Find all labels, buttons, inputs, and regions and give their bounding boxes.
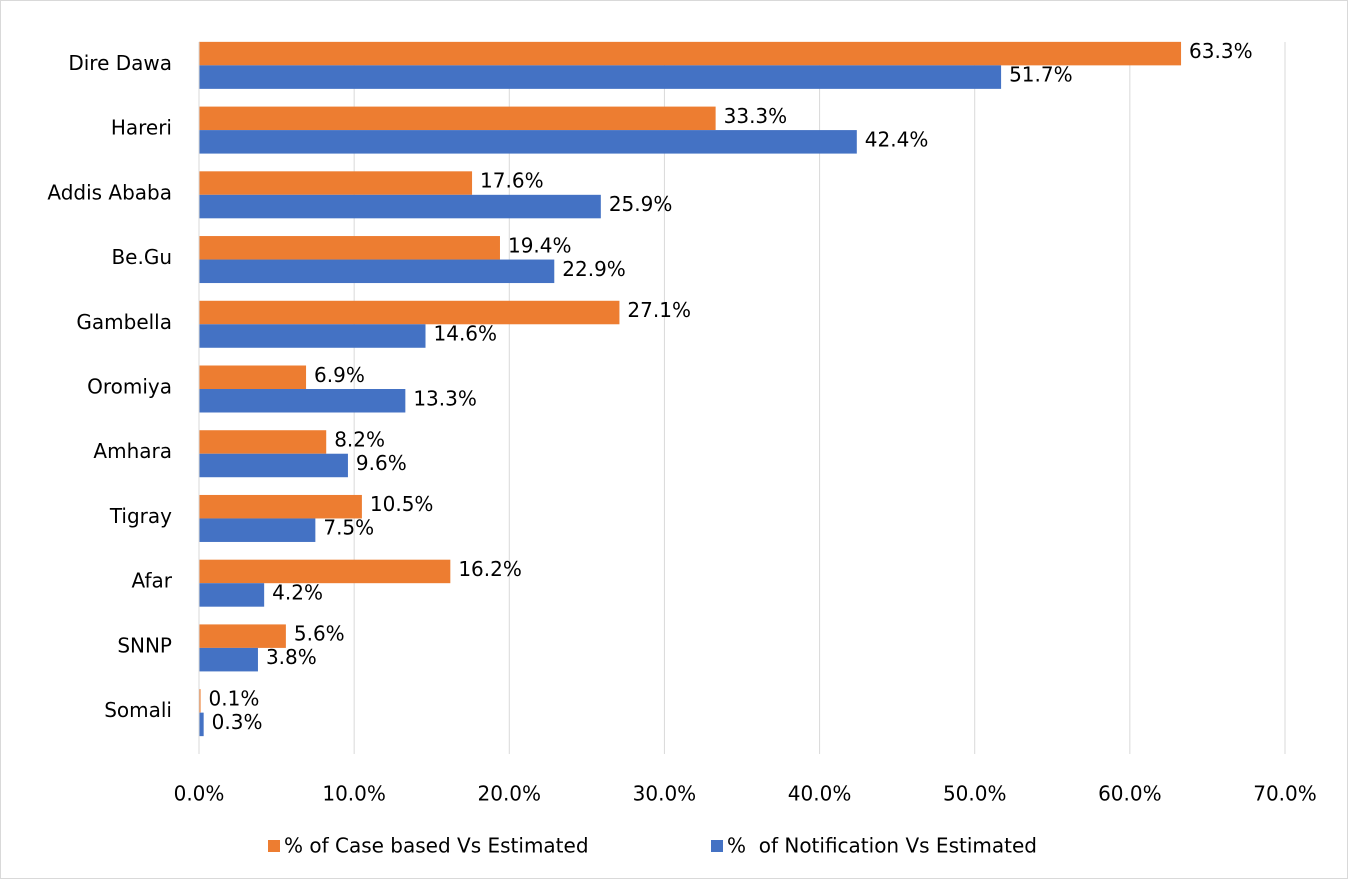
x-tick-label: 30.0%	[633, 782, 697, 806]
data-label: 5.6%	[294, 622, 345, 646]
legend-label: % of Case based Vs Estimated	[284, 834, 589, 858]
bar	[199, 300, 620, 325]
data-label: 10.5%	[370, 492, 434, 516]
x-tick-label: 0.0%	[174, 782, 225, 806]
x-tick-label: 20.0%	[478, 782, 542, 806]
data-label: 6.9%	[314, 363, 365, 387]
bar	[199, 259, 555, 284]
data-label: 33.3%	[724, 104, 788, 128]
data-label: 9.6%	[356, 451, 407, 475]
data-label: 8.2%	[334, 427, 385, 451]
bar	[199, 389, 406, 413]
data-label: 51.7%	[1009, 63, 1073, 87]
bar	[199, 106, 716, 131]
data-label: 3.8%	[266, 645, 317, 669]
data-label: 19.4%	[508, 233, 572, 257]
x-tick-label: 10.0%	[322, 782, 386, 806]
legend-swatch	[268, 840, 280, 852]
bar	[199, 365, 307, 389]
bar	[199, 65, 1002, 89]
data-label: 17.6%	[480, 169, 544, 193]
bar	[199, 453, 348, 478]
y-tick-label: Tigray	[109, 504, 172, 528]
x-tick-label: 50.0%	[943, 782, 1007, 806]
y-tick-label: Oromiya	[87, 375, 172, 399]
y-tick-label: Gambella	[76, 310, 172, 334]
bar	[199, 41, 1182, 66]
y-tick-label: Dire Dawa	[68, 51, 172, 75]
x-tick-label: 60.0%	[1098, 782, 1162, 806]
data-label: 27.1%	[627, 298, 691, 322]
bar	[199, 236, 500, 260]
data-label: 25.9%	[609, 192, 673, 216]
y-tick-label: Hareri	[111, 116, 172, 140]
y-tick-label: Somali	[104, 698, 172, 722]
bar	[199, 430, 327, 454]
bar	[199, 624, 286, 648]
bar	[199, 689, 201, 713]
bar	[199, 494, 362, 519]
data-label: 63.3%	[1189, 39, 1253, 63]
data-label: 4.2%	[272, 580, 323, 604]
y-tick-label: Addis Ababa	[47, 180, 172, 204]
y-tick-label: SNNP	[117, 633, 172, 657]
y-tick-label: Afar	[132, 569, 173, 593]
bar	[199, 324, 426, 348]
y-tick-label: Be.Gu	[111, 245, 172, 269]
data-label: 22.9%	[562, 257, 626, 281]
data-label: 0.1%	[209, 686, 260, 710]
data-label: 7.5%	[323, 516, 374, 540]
data-label: 42.4%	[865, 127, 929, 151]
bar	[199, 130, 857, 154]
x-tick-label: 70.0%	[1253, 782, 1317, 806]
bar	[199, 559, 451, 584]
legend-swatch	[711, 840, 723, 852]
bar	[199, 712, 204, 737]
data-label: 13.3%	[413, 386, 477, 410]
y-tick-label: Amhara	[93, 439, 172, 463]
bar	[199, 194, 601, 219]
data-label: 14.6%	[434, 322, 498, 346]
x-tick-label: 40.0%	[788, 782, 852, 806]
legend-label: % of Notification Vs Estimated	[727, 834, 1037, 858]
data-label: 16.2%	[458, 557, 522, 581]
data-label: 0.3%	[212, 710, 263, 734]
bar	[199, 518, 316, 542]
bar	[199, 171, 473, 195]
bar	[199, 583, 265, 607]
bar	[199, 647, 258, 672]
